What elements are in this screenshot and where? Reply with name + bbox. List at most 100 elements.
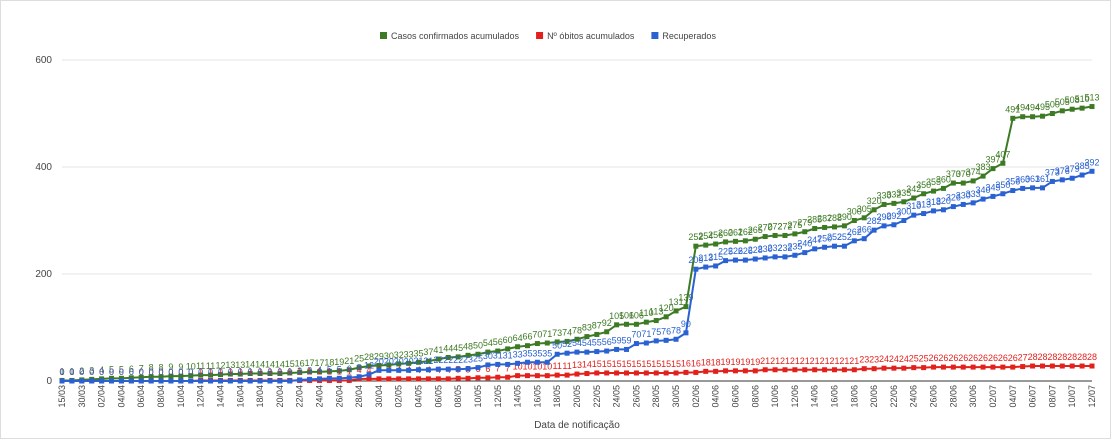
data-label: 18 — [701, 357, 711, 367]
data-point — [752, 256, 758, 262]
data-label: 1 — [248, 366, 253, 376]
data-point — [1030, 363, 1036, 369]
data-point — [1020, 364, 1026, 370]
data-label: 5 — [109, 364, 114, 374]
data-point — [584, 349, 590, 355]
data-point — [762, 367, 768, 373]
data-label: 320 — [936, 196, 951, 206]
data-point — [277, 378, 283, 384]
data-point — [950, 180, 956, 186]
data-point — [762, 255, 768, 261]
data-label: 275 — [787, 220, 802, 230]
data-label: 1 — [297, 366, 302, 376]
data-point — [732, 368, 738, 374]
data-point — [683, 330, 689, 336]
data-label: 330 — [956, 190, 971, 200]
data-label: 21 — [800, 356, 810, 366]
data-point — [584, 371, 590, 377]
x-tick-label: 12/07 — [1087, 385, 1097, 408]
data-point — [931, 364, 937, 370]
data-point — [1059, 108, 1065, 114]
data-point — [693, 266, 699, 272]
x-tick-label: 28/04 — [354, 385, 364, 408]
x-tick-label: 10/07 — [1067, 385, 1077, 408]
data-point — [148, 378, 154, 384]
data-label: 70 — [532, 330, 542, 340]
data-label: 83 — [582, 323, 592, 333]
data-label: 379 — [1065, 164, 1080, 174]
data-label: 18 — [324, 357, 334, 367]
data-point — [277, 371, 283, 377]
x-tick-label: 06/05 — [433, 385, 443, 408]
data-label: 25 — [354, 354, 364, 364]
x-tick-label: 08/07 — [1047, 385, 1057, 408]
data-label: 16 — [295, 358, 305, 368]
data-label: 24 — [879, 354, 889, 364]
data-label: 23 — [463, 355, 473, 365]
data-label: 225 — [718, 247, 733, 257]
data-point — [822, 224, 828, 230]
data-point — [851, 238, 857, 244]
data-point — [227, 371, 233, 377]
data-point — [247, 371, 253, 377]
data-point — [1089, 168, 1095, 174]
data-label: 19 — [721, 357, 731, 367]
data-label: 35 — [414, 348, 424, 358]
data-point — [594, 331, 600, 337]
data-label: 266 — [857, 225, 872, 235]
data-point — [465, 375, 471, 381]
data-point — [871, 366, 877, 372]
data-point — [198, 372, 204, 378]
x-tick-label: 10/06 — [770, 385, 780, 408]
data-point — [356, 374, 362, 380]
data-label: 2 — [79, 366, 84, 376]
data-point — [99, 378, 105, 384]
x-tick-label: 24/04 — [315, 385, 325, 408]
data-point — [416, 359, 422, 365]
data-label: 26 — [948, 353, 958, 363]
data-label: 361 — [1035, 174, 1050, 184]
data-label: 332 — [886, 189, 901, 199]
data-point — [703, 368, 709, 374]
data-point — [832, 243, 837, 249]
data-point — [762, 234, 768, 240]
data-point — [505, 374, 511, 380]
data-point — [217, 372, 223, 378]
series: 0 0 0 0 0 0 0 0 0 0 0 0 0 0 0 0 0 0 0 0 0 0 0 0 2 3 4 5 5 6 8 12 20 20 20 2… — [59, 157, 1100, 384]
data-label: 45 — [453, 343, 463, 353]
data-label: 232 — [768, 243, 783, 253]
data-label: 55 — [592, 338, 602, 348]
data-point — [326, 368, 332, 374]
x-tick-label: 22/04 — [295, 385, 305, 408]
data-label: 370 — [956, 169, 971, 179]
data-label: 28 — [1028, 352, 1038, 362]
data-label: 270 — [758, 223, 773, 233]
data-label: 0 — [188, 367, 193, 377]
data-label: 0 — [188, 367, 193, 377]
data-label: 21 — [829, 356, 839, 366]
data-point — [534, 359, 540, 365]
data-point — [416, 376, 422, 382]
data-point — [396, 367, 402, 373]
data-label: 35 — [542, 348, 552, 358]
data-point — [485, 349, 491, 355]
data-point — [604, 329, 610, 335]
data-label: 26 — [938, 353, 948, 363]
data-label: 52 — [562, 339, 572, 349]
data-label: 21 — [344, 356, 354, 366]
data-label: 1 — [69, 366, 74, 376]
data-point — [495, 348, 501, 354]
y-tick-label: 400 — [35, 162, 52, 173]
x-tick-label: 04/06 — [711, 385, 721, 408]
data-point — [851, 218, 857, 223]
data-label: 350 — [995, 180, 1010, 190]
data-label: 30 — [384, 351, 394, 361]
data-label: 1 — [287, 366, 292, 376]
data-point — [1069, 106, 1075, 112]
data-point — [990, 364, 996, 370]
data-label: 0 — [238, 367, 243, 377]
data-label: 0 — [267, 367, 272, 377]
x-tick-label: 14/06 — [810, 385, 820, 408]
data-label: 10 — [522, 362, 532, 372]
data-point — [465, 366, 471, 372]
